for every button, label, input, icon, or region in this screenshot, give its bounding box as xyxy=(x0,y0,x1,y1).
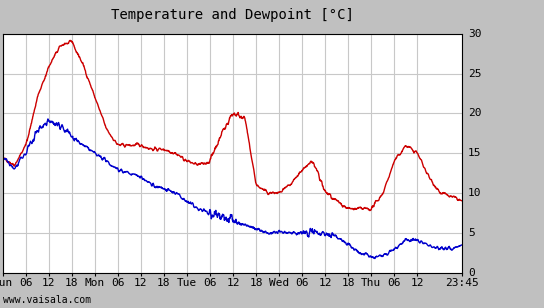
Text: 5: 5 xyxy=(468,228,474,238)
Text: 10: 10 xyxy=(468,188,481,198)
Text: 25: 25 xyxy=(468,69,481,79)
Text: 20: 20 xyxy=(468,108,481,119)
Text: 15: 15 xyxy=(468,148,481,158)
Text: Temperature and Dewpoint [°C]: Temperature and Dewpoint [°C] xyxy=(111,8,354,22)
Text: www.vaisala.com: www.vaisala.com xyxy=(3,295,91,305)
Text: 0: 0 xyxy=(468,268,474,278)
Text: 30: 30 xyxy=(468,29,481,39)
